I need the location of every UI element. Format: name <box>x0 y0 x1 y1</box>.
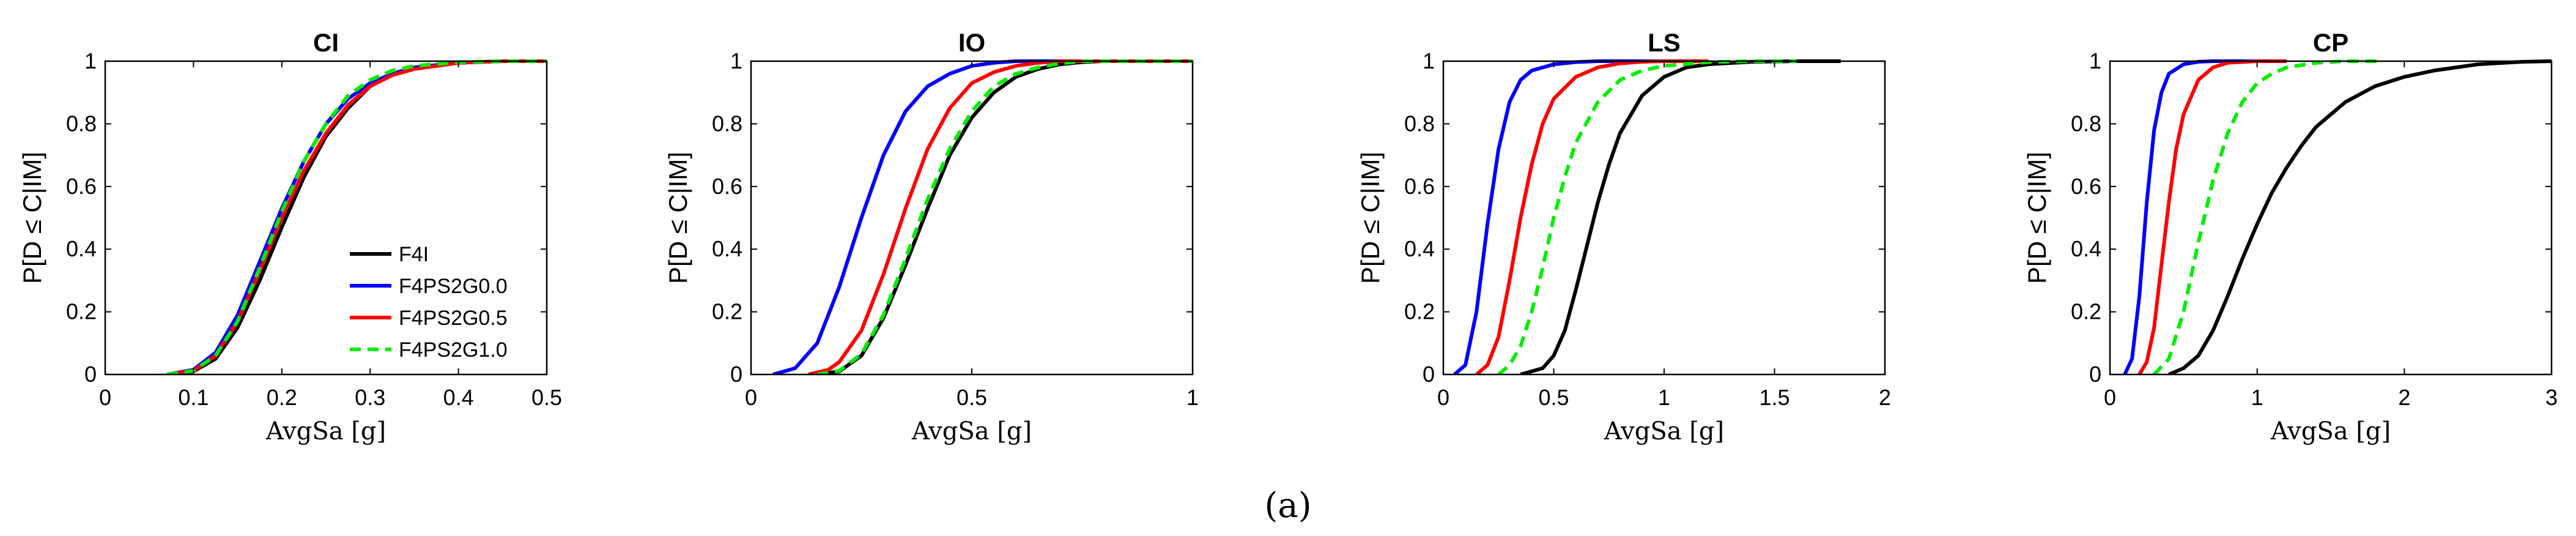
panel-title: LS <box>1648 28 1681 57</box>
panel-title: CI <box>313 28 339 57</box>
x-tick-label: 1 <box>2251 385 2263 410</box>
x-tick-label: 3 <box>2545 385 2558 410</box>
series-line-f4i <box>2168 59 2552 374</box>
y-tick-label: 0.6 <box>66 174 97 199</box>
y-axis-label: P[D ≤ C|IM] <box>2023 152 2051 284</box>
y-tick-label: 0.8 <box>712 111 742 136</box>
y-tick-label: 0.6 <box>712 174 742 199</box>
x-axis-label: AvgSa [g] <box>1604 417 1724 445</box>
figure-caption: (a) <box>1264 486 1311 526</box>
series-line-f4i <box>816 59 1193 374</box>
x-axis-label: AvgSa [g] <box>911 417 1032 445</box>
axes-box <box>104 60 548 376</box>
y-tick-label: 0.4 <box>1404 236 1435 261</box>
y-axis-label: P[D ≤ C|IM] <box>1356 152 1385 284</box>
x-tick-label: 2 <box>2398 385 2410 410</box>
y-tick-label: 0 <box>84 362 97 387</box>
y-tick-label: 0.2 <box>712 299 742 324</box>
y-tick-label: 0.4 <box>66 236 97 261</box>
legend-label-f4ps2g0.0: F4PS2G0.0 <box>399 275 508 298</box>
panel-title: CP <box>2313 28 2348 57</box>
series-line-f4ps2g1.0 <box>166 59 547 374</box>
panel-title: IO <box>958 28 985 57</box>
y-tick-label: 0.4 <box>2071 236 2101 261</box>
series-line-f4ps2g0.5 <box>2137 59 2287 374</box>
series-line-f4ps2g1.0 <box>2153 59 2383 374</box>
y-axis-label: P[D ≤ C|IM] <box>664 152 692 284</box>
x-tick-label: 0.5 <box>1538 385 1569 410</box>
x-tick-label: 0 <box>99 385 111 410</box>
panel-cp: 0 1 2 3 0 0.2 0.4 0.6 0.8 1 CP AvgSa [g] P[D ≤ C|IM] <box>2023 28 2558 445</box>
y-tick-label: 0.2 <box>1404 299 1435 324</box>
x-tick-label: 0.5 <box>957 385 987 410</box>
y-tick-label: 0.2 <box>2071 299 2101 324</box>
y-tick-label: 0.4 <box>712 236 742 261</box>
x-tick-label: 1.5 <box>1759 385 1790 410</box>
y-tick-label: 0.8 <box>1404 111 1435 136</box>
series-line-f4ps2g0.5 <box>1475 59 1709 374</box>
y-axis-label: P[D ≤ C|IM] <box>18 152 46 284</box>
series-line-f4ps2g0.0 <box>2123 59 2257 374</box>
panel-io: 0 0.5 1 0 0.2 0.4 0.6 0.8 1 IO AvgSa [g] P[D ≤ C|IM… <box>664 28 1199 445</box>
y-tick-label: 0.6 <box>1404 174 1435 199</box>
series-line-f4ps2g1.0 <box>816 59 1193 374</box>
axes-box <box>750 60 1194 376</box>
panel-ci: 0 0.1 0.2 0.3 0.4 0.5 0 0.2 0.4 0.6 0.8 1 CI AvgSa [g… <box>18 28 562 445</box>
series-line-f4ps2g1.0 <box>1497 59 1797 374</box>
y-tick-label: 0.6 <box>2071 174 2101 199</box>
x-tick-label: 0.3 <box>355 385 385 410</box>
y-tick-label: 1 <box>2089 48 2101 73</box>
legend-label-f4i: F4I <box>399 243 429 266</box>
y-tick-label: 0 <box>2089 362 2101 387</box>
y-tick-label: 1 <box>730 48 742 73</box>
y-tick-label: 0.8 <box>2071 111 2101 136</box>
series-line-f4i <box>1520 59 1841 374</box>
x-tick-label: 0 <box>1437 385 1449 410</box>
x-axis-label: AvgSa [g] <box>2270 417 2391 445</box>
y-tick-label: 0 <box>1423 362 1435 387</box>
x-tick-label: 0.2 <box>267 385 297 410</box>
panel-ls: 0 0.5 1 1.5 2 0 0.2 0.4 0.6 0.8 1 LS AvgSa [g] P[D ≤ … <box>1356 28 1891 445</box>
x-axis-label: AvgSa [g] <box>265 417 386 445</box>
axes-box <box>2109 60 2553 376</box>
x-tick-label: 0 <box>745 385 757 410</box>
series-line-f4ps2g0.5 <box>808 59 1193 374</box>
x-tick-label: 0.5 <box>531 385 562 410</box>
x-tick-label: 1 <box>1658 385 1670 410</box>
y-tick-label: 0.8 <box>66 111 97 136</box>
x-tick-label: 0.4 <box>443 385 474 410</box>
y-tick-label: 1 <box>84 48 97 73</box>
series-line-f4ps2g0.0 <box>772 59 1193 374</box>
y-tick-label: 0 <box>730 362 742 387</box>
legend-label-f4ps2g1.0: F4PS2G1.0 <box>399 338 508 362</box>
legend-label-f4ps2g0.5: F4PS2G0.5 <box>399 307 508 330</box>
x-tick-label: 1 <box>1186 385 1199 410</box>
legend: F4I F4PS2G0.0 F4PS2G0.5 F4PS2G1.0 <box>344 236 541 367</box>
x-tick-label: 0.1 <box>178 385 209 410</box>
legend-box <box>344 236 541 367</box>
y-tick-label: 1 <box>1423 48 1435 73</box>
x-tick-label: 2 <box>1879 385 1891 410</box>
y-tick-label: 0.2 <box>66 299 97 324</box>
x-tick-label: 0 <box>2104 385 2116 410</box>
